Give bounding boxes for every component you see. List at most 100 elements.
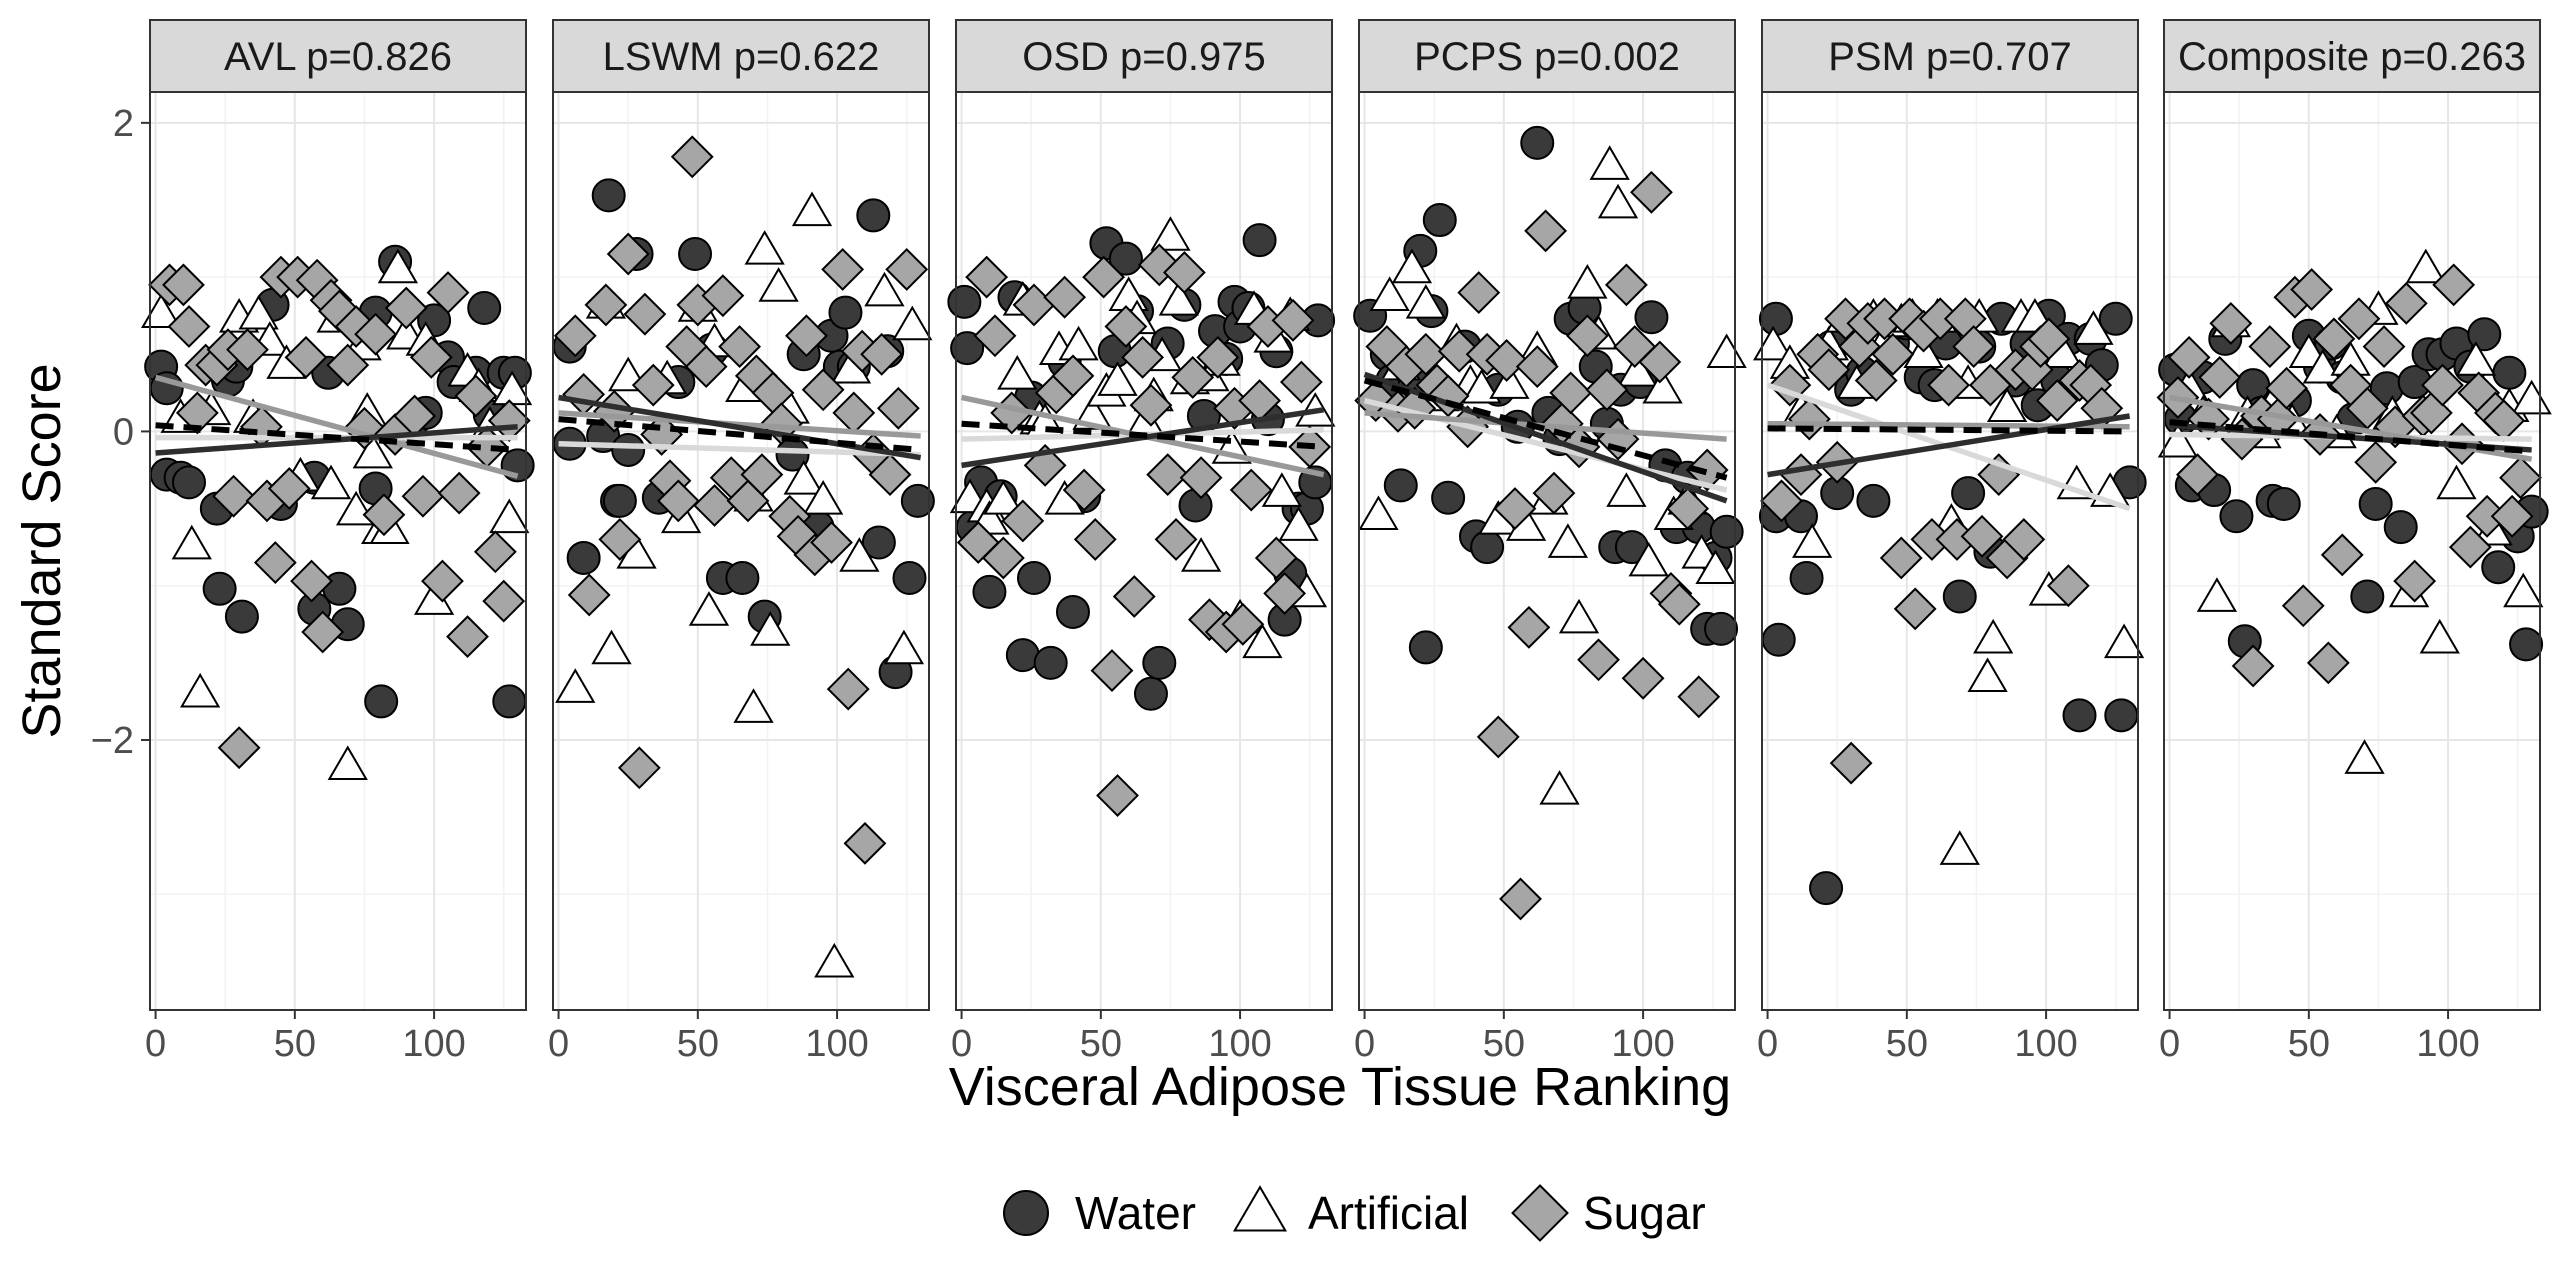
point-sugar	[1062, 468, 1106, 512]
point-water	[1383, 468, 1418, 503]
point-sugar	[1082, 255, 1126, 299]
legend-item-artificial: Artificial	[1232, 1185, 1469, 1239]
point-sugar	[2499, 456, 2542, 500]
point-artificial	[1628, 541, 1669, 577]
point-water	[828, 295, 863, 330]
point-artificial	[1973, 618, 2014, 654]
point-artificial	[1597, 183, 1639, 219]
point-sugar	[2337, 297, 2381, 341]
point-sugar	[2035, 379, 2079, 422]
point-sugar	[684, 345, 728, 389]
point-sugar	[2231, 644, 2275, 688]
point-sugar	[267, 467, 311, 510]
point-sugar	[553, 314, 597, 358]
facet-strip	[955, 19, 1333, 93]
point-water	[492, 684, 527, 719]
point-water	[900, 483, 935, 518]
point-water	[1634, 300, 1669, 335]
point-water	[1055, 594, 1090, 629]
point-sugar	[1154, 518, 1198, 561]
point-sugar	[253, 541, 297, 584]
point-sugar	[421, 559, 464, 603]
x-tick-label: 0	[951, 1023, 972, 1065]
point-artificial	[1158, 280, 1199, 316]
panel-avl: AVL p=0.826 0 50 100	[141, 19, 535, 1065]
point-sugar	[843, 821, 887, 865]
point-sugar	[718, 325, 762, 368]
panel-border	[2163, 91, 2541, 1011]
data-points	[2156, 248, 2552, 774]
point-sugar	[2290, 268, 2334, 311]
point-water	[1133, 676, 1168, 711]
point-sugar	[2448, 525, 2492, 569]
point-artificial	[2405, 248, 2446, 284]
point-artificial	[1753, 325, 1794, 361]
point-sugar	[1893, 587, 1937, 631]
point-water	[972, 574, 1007, 609]
point-artificial	[352, 433, 393, 469]
point-sugar	[1437, 329, 1481, 373]
point-water	[1942, 579, 1977, 614]
point-sugar	[226, 328, 269, 372]
point-sugar	[2265, 366, 2308, 410]
x-tick-label: 50	[1080, 1023, 1122, 1065]
point-sugar	[801, 368, 845, 412]
point-artificial	[1489, 364, 1530, 399]
point-sugar	[2393, 559, 2437, 603]
point-water	[602, 483, 637, 518]
facet-strip	[2163, 19, 2541, 93]
data-points	[552, 135, 935, 978]
point-artificial	[1369, 276, 1410, 311]
point-water	[2104, 698, 2139, 733]
trend-line-overall	[2169, 419, 2532, 455]
x-axis: 0 50 100	[1757, 1010, 2078, 1065]
point-artificial	[864, 271, 905, 307]
point-artificial	[688, 591, 730, 626]
point-sugar	[598, 518, 642, 561]
facet-title: OSD p=0.975	[1022, 35, 1266, 79]
trend-line-artificial	[558, 441, 921, 458]
point-sugar	[2167, 335, 2211, 379]
point-artificial	[1558, 598, 1600, 634]
point-sugar	[1666, 487, 1710, 530]
legend-key-sugar	[1511, 1184, 1569, 1242]
point-sugar	[1760, 479, 1803, 523]
point-water	[2062, 698, 2097, 733]
point-sugar	[354, 312, 398, 356]
trend-line-sugar	[2169, 394, 2533, 462]
point-artificial	[2196, 577, 2238, 612]
point-sugar	[1196, 335, 1240, 379]
point-sugar	[1585, 368, 1629, 412]
point-artificial	[591, 629, 632, 665]
trend-lines	[154, 374, 519, 479]
panel-psm: PSM p=0.707 0 50 100	[1753, 19, 2147, 1065]
point-sugar	[2432, 263, 2476, 307]
point-artificial	[883, 629, 925, 665]
point-sugar	[1279, 360, 1323, 404]
point-sugar	[1854, 359, 1898, 402]
point-artificial	[814, 942, 855, 978]
point-sugar	[821, 248, 865, 291]
point-sugar	[1499, 877, 1542, 921]
point-sugar	[1577, 638, 1620, 682]
trend-lines	[2169, 394, 2533, 462]
point-sugar	[175, 391, 219, 435]
point-artificial	[2419, 618, 2460, 654]
point-sugar	[2198, 356, 2242, 399]
point-sugar	[670, 135, 714, 179]
point-sugar	[409, 335, 453, 379]
trend-lines	[558, 394, 922, 461]
point-water	[2098, 301, 2133, 336]
trend-line-water	[1767, 413, 2131, 478]
point-sugar	[2176, 453, 2219, 497]
point-artificial	[377, 248, 419, 284]
point-water	[202, 571, 237, 606]
point-sugar	[1229, 468, 1273, 512]
trend-line-overall	[1767, 425, 2130, 435]
point-sugar	[1271, 298, 1315, 342]
point-artificial	[1642, 368, 1683, 404]
point-artificial	[839, 537, 880, 572]
point-sugar	[606, 232, 650, 276]
point-sugar	[1221, 602, 1265, 646]
point-sugar	[860, 332, 904, 376]
